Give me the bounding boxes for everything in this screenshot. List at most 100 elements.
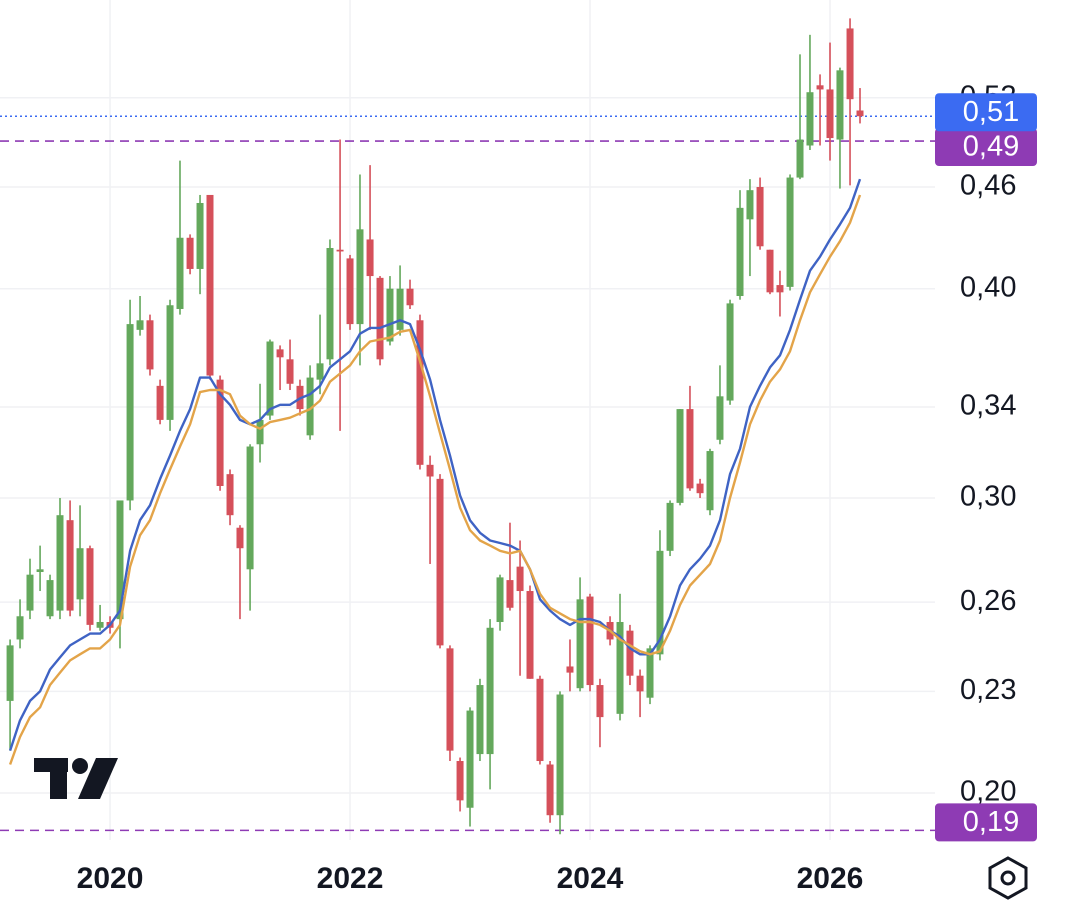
y-tick-label: 0,23 (960, 674, 1016, 706)
candle-body (286, 359, 294, 384)
candle-body (156, 385, 164, 420)
candle-body (636, 675, 644, 692)
settings-dot[interactable] (1000, 870, 1016, 886)
candle-body (96, 621, 104, 628)
candle-body (136, 320, 144, 330)
candle-body (276, 349, 284, 358)
candle-body (36, 569, 44, 572)
x-tick-label: 2024 (557, 862, 624, 895)
candle-body (486, 627, 494, 755)
candle-body (196, 202, 204, 269)
candle-body (316, 363, 324, 380)
candle-body (206, 194, 214, 376)
candle-body (326, 248, 334, 360)
moving-average-line (8, 178, 862, 751)
x-tick-label: 2022 (317, 862, 384, 895)
price-badge (935, 803, 1037, 842)
price-badge (935, 93, 1037, 132)
price-badge-label: 0,49 (963, 131, 1019, 163)
candle-body (566, 666, 574, 673)
plot (6, 18, 864, 835)
candle-body (166, 305, 174, 420)
candle-body (706, 451, 714, 511)
axes: 0,200,230,260,300,340,400,460,5220202022… (77, 80, 1037, 895)
candle-body (736, 207, 744, 297)
candle-body (26, 574, 34, 611)
candle-body (766, 249, 774, 293)
candle-body (586, 596, 594, 686)
candle-body (356, 229, 364, 325)
candle-body (596, 685, 604, 718)
candle-body (426, 464, 434, 477)
settings-button[interactable] (988, 856, 1028, 900)
candle-body (826, 89, 834, 139)
candle-body (236, 527, 244, 549)
x-tick-label: 2026 (797, 862, 864, 895)
candle-body (256, 419, 264, 445)
candle-body (66, 520, 74, 611)
candle-body (526, 591, 534, 679)
candle-body (116, 500, 124, 620)
candle-body (836, 70, 844, 140)
candle-body (856, 110, 864, 117)
price-badge-label: 0,51 (963, 96, 1019, 128)
candle-body (546, 764, 554, 816)
candle-body (186, 237, 194, 269)
candle-body (396, 288, 404, 330)
y-tick-label: 0,46 (960, 170, 1016, 202)
candle-body (346, 258, 354, 325)
candle-body (806, 92, 814, 146)
candle-body (6, 645, 14, 701)
candle-body (716, 396, 724, 440)
candle-body (446, 648, 454, 751)
candle-body (366, 239, 374, 277)
candle-body (666, 502, 674, 551)
candle-body (496, 577, 504, 622)
candle-body (776, 285, 784, 293)
y-tick-label: 0,30 (960, 481, 1016, 513)
candle-body (216, 379, 224, 486)
candle-body (786, 177, 794, 287)
candle-body (626, 630, 634, 676)
candle-body (796, 139, 804, 178)
candle-body (306, 377, 314, 436)
candle-body (46, 580, 54, 617)
candle-body (266, 341, 274, 416)
candle-body (556, 694, 564, 816)
candle-body (126, 324, 134, 501)
logo (34, 758, 118, 799)
candle-body (406, 288, 414, 306)
candle-body (76, 548, 84, 600)
candle-body (756, 186, 764, 247)
candle-body (336, 249, 344, 252)
candle-body (656, 550, 664, 655)
candle-body (466, 710, 474, 808)
candle-body (846, 28, 854, 100)
x-tick-label: 2020 (77, 862, 144, 895)
candle-body (176, 237, 184, 309)
y-tick-label: 0,20 (960, 776, 1016, 808)
candle-body (86, 548, 94, 625)
candle-body (696, 483, 704, 494)
candle-body (516, 566, 524, 592)
price-badge (935, 128, 1037, 167)
candle-body (536, 678, 544, 762)
logo-part (50, 758, 67, 799)
y-tick-label: 0,34 (960, 390, 1016, 422)
candle-body (576, 599, 584, 689)
candle-body (726, 303, 734, 401)
candle-body (246, 446, 254, 570)
candle-body (746, 190, 754, 220)
candle-body (686, 409, 694, 489)
y-tick-label: 0,40 (960, 271, 1016, 303)
logo-part (72, 758, 88, 774)
candle-body (416, 320, 424, 465)
candle-body (386, 288, 394, 342)
moving-average-line (8, 194, 862, 765)
candle-body (676, 409, 684, 503)
settings-hexagon[interactable] (988, 856, 1028, 900)
candle-body (56, 515, 64, 611)
candle-body (646, 648, 654, 698)
candle-body (456, 761, 464, 801)
